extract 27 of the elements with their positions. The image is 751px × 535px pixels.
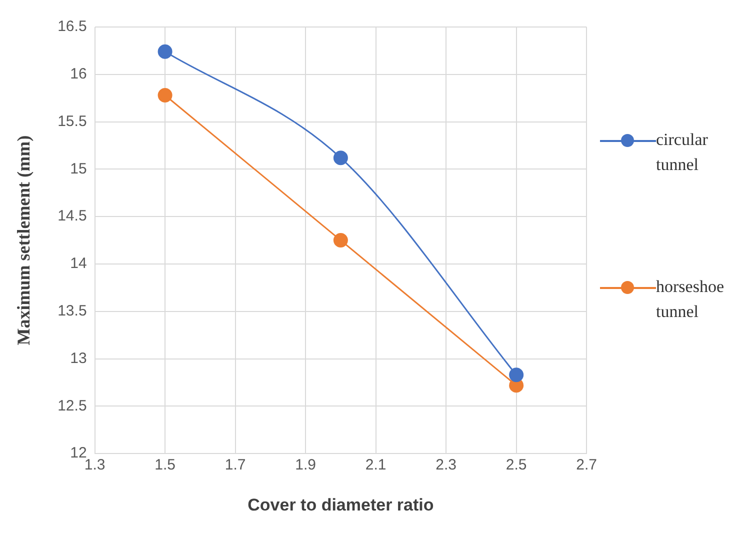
x-tick-label: 1.5	[154, 456, 176, 474]
legend-label: circular tunnel	[656, 129, 709, 176]
y-tick-label: 14	[70, 255, 87, 272]
y-tick-label: 13.5	[58, 302, 87, 320]
point	[333, 233, 348, 248]
y-tick-label: 15.5	[58, 112, 87, 130]
y-tick-label: 13	[70, 350, 87, 367]
point	[158, 88, 172, 103]
y-tick-label: 12.5	[58, 397, 87, 414]
x-tick-label: 2.1	[365, 456, 386, 474]
x-tick-label: 1.7	[224, 456, 246, 474]
x-tick-label: 2.7	[576, 456, 598, 474]
y-tick-label: 16	[70, 66, 87, 83]
y-tick-label: 16.5	[58, 18, 87, 36]
point	[158, 44, 172, 59]
y-tick-label: 14.5	[58, 208, 87, 225]
x-tick-label: 1.3	[84, 456, 106, 474]
y-tick-label: 15	[70, 160, 87, 178]
x-axis-title: Cover to diameter ratio	[248, 495, 434, 514]
x-tick-label: 2.5	[506, 456, 527, 474]
point	[333, 150, 348, 166]
point	[509, 368, 524, 382]
legend-label: horseshoe tunnel	[656, 276, 725, 323]
y-tick-label: 12	[70, 444, 87, 462]
x-tick-label: 1.9	[295, 456, 316, 474]
x-tick-label: 2.3	[436, 456, 456, 474]
y-axis-title: Maximum settlement (mm)	[13, 135, 34, 346]
